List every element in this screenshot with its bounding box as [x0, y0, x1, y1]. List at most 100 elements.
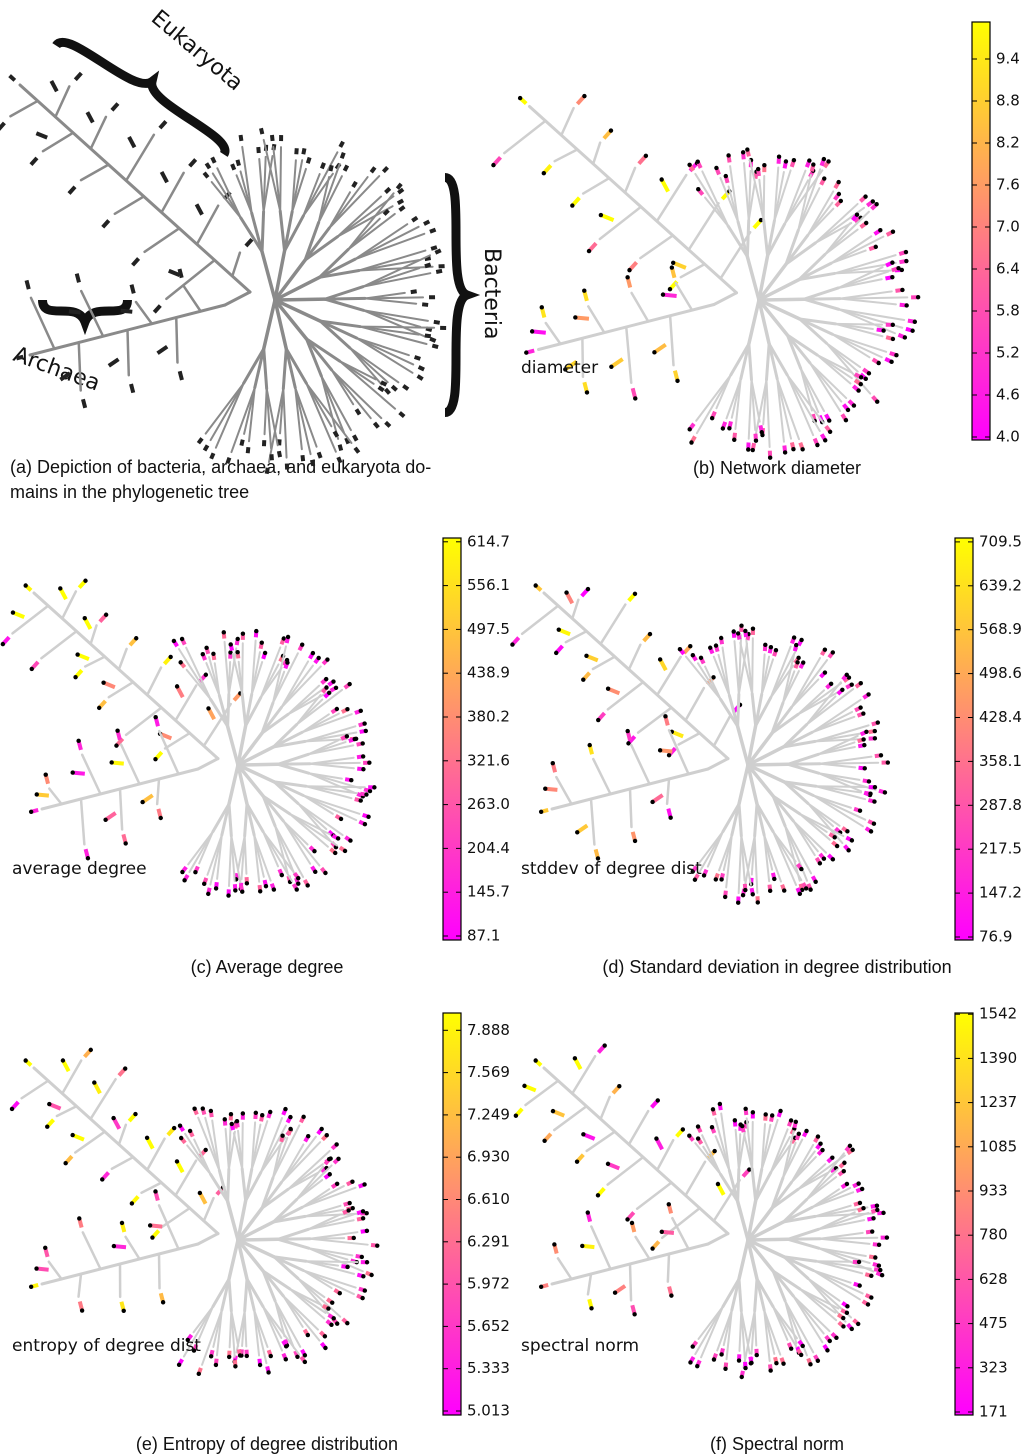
tip-dot	[589, 1306, 594, 1311]
tip-dot	[782, 450, 788, 455]
tip-dot	[736, 900, 741, 905]
branch	[771, 794, 802, 816]
tip-dot	[799, 866, 804, 872]
tip	[377, 385, 385, 393]
tip	[188, 158, 198, 168]
tip-dot	[695, 1124, 701, 1129]
branch	[274, 824, 289, 874]
tip	[421, 302, 429, 307]
branch	[273, 297, 327, 302]
colorbar-tick-label: 5.8	[996, 302, 1020, 320]
tip	[300, 454, 306, 462]
branch	[747, 378, 753, 440]
tip-dot	[533, 583, 538, 588]
tip	[672, 260, 687, 270]
branch	[272, 730, 304, 749]
tip-dot	[301, 1114, 306, 1120]
tip-dot	[862, 742, 867, 748]
branch	[318, 268, 361, 279]
tip-dot	[844, 672, 849, 677]
branch	[211, 1277, 231, 1309]
colorbar-tick-label: 933	[979, 1182, 1008, 1200]
tip	[235, 159, 241, 167]
tip-dot	[178, 1135, 184, 1141]
tip-dot	[759, 430, 764, 435]
tip-dot	[262, 650, 268, 656]
tip-dot	[617, 1084, 622, 1089]
tip	[369, 166, 377, 174]
tip-dot	[856, 1181, 861, 1186]
branch	[197, 1116, 221, 1172]
tip-dot	[688, 1360, 693, 1365]
tip-dot	[861, 711, 866, 716]
tip-dot	[70, 1132, 75, 1138]
tip-dot	[781, 1361, 786, 1366]
branch	[786, 1227, 820, 1241]
tip-dot	[890, 336, 896, 342]
branch	[784, 1299, 815, 1354]
tip	[129, 383, 136, 394]
tip-dot	[288, 1114, 293, 1120]
tip	[384, 387, 391, 395]
tip-dot	[513, 1113, 519, 1118]
branch	[245, 802, 265, 834]
branch	[805, 681, 842, 726]
branch	[261, 1269, 292, 1291]
branch	[242, 347, 266, 385]
tip-dot	[123, 1066, 128, 1071]
branch	[282, 387, 288, 459]
branch	[760, 658, 775, 696]
branch	[627, 643, 642, 671]
branch	[236, 762, 280, 767]
tip-dot	[187, 1128, 193, 1134]
branch	[769, 645, 792, 699]
tip-dot	[75, 652, 80, 657]
branch	[735, 724, 750, 767]
branch	[735, 1199, 750, 1242]
tip-dot	[279, 872, 285, 878]
tip	[372, 421, 380, 429]
tip-dot	[364, 1260, 370, 1265]
branch	[671, 1216, 690, 1251]
tip-dot	[698, 655, 704, 661]
branch	[260, 701, 275, 735]
tip-dot	[794, 642, 799, 648]
branch	[282, 819, 321, 867]
tip	[396, 198, 405, 206]
branch	[784, 241, 817, 266]
tip-dot	[800, 1343, 805, 1349]
branch	[797, 688, 845, 716]
tip-dot	[258, 889, 263, 894]
tip-dot	[643, 153, 649, 159]
tip-dot	[863, 376, 868, 382]
tip-dot	[235, 636, 240, 642]
branch	[363, 296, 425, 300]
colorbar-tick-label: 639.2	[979, 576, 1022, 594]
colorbar-tick-label: 628	[979, 1270, 1008, 1288]
branch	[271, 645, 287, 704]
branch	[745, 254, 761, 302]
tip-dot	[629, 1220, 635, 1226]
branch	[754, 696, 773, 728]
branch	[287, 691, 329, 716]
branch	[301, 1186, 357, 1209]
tip	[352, 434, 359, 442]
tip-dot	[846, 848, 851, 853]
tip-dot	[815, 442, 820, 448]
tip	[152, 304, 162, 314]
tip-dot	[857, 1200, 863, 1206]
tip	[101, 219, 111, 229]
branch	[236, 1198, 248, 1242]
tip-dot	[783, 159, 789, 164]
branch	[695, 373, 732, 435]
branch	[296, 1277, 332, 1318]
branch	[730, 802, 741, 837]
branch	[818, 762, 857, 769]
tip-dot	[791, 447, 796, 452]
tip-dot	[695, 1136, 701, 1141]
branch	[776, 377, 800, 441]
tip-dot	[735, 631, 741, 636]
branch	[786, 762, 821, 775]
tip-dot	[711, 1357, 717, 1362]
colorbar-tick-label: 5.972	[467, 1275, 510, 1293]
